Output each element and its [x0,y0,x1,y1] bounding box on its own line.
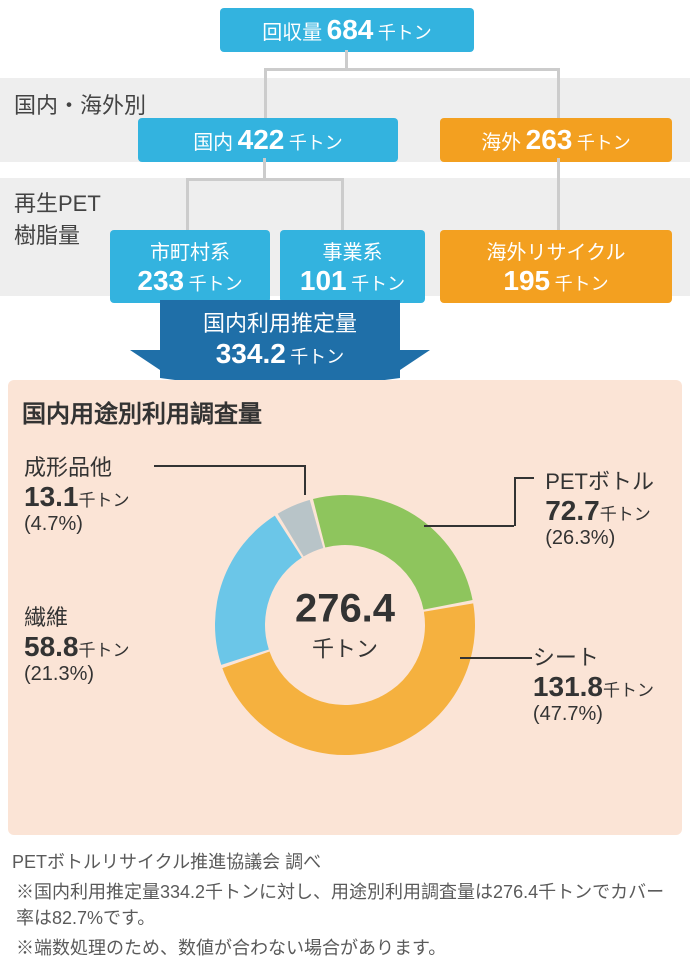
box-municipal: 市町村系 233 千トン [110,230,270,303]
municipal-label: 市町村系 [150,242,230,264]
overseas-recycle-value: 195 [503,265,550,296]
municipal-value: 233 [137,265,184,296]
business-label: 事業系 [323,242,383,264]
arrow-wing-l [130,350,160,370]
estimate-label: 国内利用推定量 [178,306,382,338]
overseas-label: 海外 [481,132,521,154]
business-value: 101 [300,265,347,296]
donut-center-value: 276.4 [295,587,395,632]
conn [557,158,560,230]
donut-center: 276.4 千トン [295,587,395,664]
municipal-unit: 千トン [189,274,243,294]
overseas-unit: 千トン [577,133,631,153]
legend-fiber-name: 繊維 [24,605,130,631]
legend-fiber-val: 58.8 [24,631,79,662]
total-value: 684 [327,14,374,45]
box-overseas: 海外 263 千トン [440,118,672,162]
box-business: 事業系 101 千トン [280,230,425,303]
business-unit: 千トン [351,274,405,294]
donut-center-unit: 千トン [295,632,395,664]
legend-sheet-name: シート [533,645,654,671]
leader [424,525,514,527]
conn [341,178,344,230]
donut-title: 国内用途別利用調査量 [22,394,668,429]
legend-pet-val: 72.7 [545,495,600,526]
conn [264,68,560,71]
leader [514,477,534,479]
legend-sheet-pct: (47.7%) [533,703,654,726]
domestic-unit: 千トン [289,133,343,153]
donut-wrap: 276.4 千トン PETボトル 72.7千トン (26.3%) シート 131… [22,435,668,815]
legend-pet: PETボトル 72.7千トン (26.3%) [545,469,654,550]
box-total: 回収量 684 千トン [220,8,474,52]
domestic-value: 422 [238,124,285,155]
leader [304,465,306,495]
box-domestic: 国内 422 千トン [138,118,398,162]
legend-sheet: シート 131.8千トン (47.7%) [533,645,654,726]
estimate-unit: 千トン [290,347,344,367]
legend-fiber-unit: 千トン [79,641,130,660]
box-overseas-recycle: 海外リサイクル 195 千トン [440,230,672,303]
legend-mold-name: 成形品他 [24,455,130,481]
donut-slice [215,516,302,665]
section-recycled: 再生PET 樹脂量 [14,186,101,250]
infographic-root: 回収量 684 千トン 国内・海外別 国内 422 千トン 海外 263 千トン… [0,0,690,961]
flowchart-area: 回収量 684 千トン 国内・海外別 国内 422 千トン 海外 263 千トン… [0,0,690,380]
estimate-value: 334.2 [216,338,286,369]
conn [186,178,189,230]
legend-fiber: 繊維 58.8千トン (21.3%) [24,605,130,686]
box-estimate: 国内利用推定量 334.2 千トン [160,300,400,378]
legend-mold-pct: (4.7%) [24,513,130,536]
legend-sheet-val: 131.8 [533,671,603,702]
overseas-recycle-label: 海外リサイクル [487,242,626,264]
domestic-label: 国内 [193,132,233,154]
legend-fiber-pct: (21.3%) [24,663,130,686]
section-domestic-overseas: 国内・海外別 [14,88,146,120]
source-note: PETボトルリサイクル推進協議会 調べ [12,849,678,875]
overseas-recycle-unit: 千トン [555,274,609,294]
leader [514,477,516,526]
conn [264,68,267,118]
legend-mold-unit: 千トン [79,491,130,510]
legend-pet-unit: 千トン [600,505,651,524]
legend-mold-val: 13.1 [24,481,79,512]
total-unit: 千トン [378,23,432,43]
legend-pet-name: PETボトル [545,469,654,495]
legend-mold: 成形品他 13.1千トン (4.7%) [24,455,130,536]
conn [186,178,344,181]
leader [460,657,532,659]
overseas-value: 263 [526,124,573,155]
arrow-wing-r [400,350,430,370]
conn [345,50,348,68]
total-label: 回収量 [262,22,322,44]
leader [154,465,304,467]
legend-pet-pct: (26.3%) [545,527,654,550]
conn [263,158,266,178]
conn [557,68,560,118]
donut-panel: 国内用途別利用調査量 276.4 千トン PETボトル 72.7千トン (26.… [8,380,682,835]
note-2: ※端数処理のため、数値が合わない場合があります。 [16,935,674,961]
legend-sheet-unit: 千トン [603,681,654,700]
note-1: ※国内利用推定量334.2千トンに対し、用途別利用調査量は276.4千トンでカバ… [16,879,674,931]
